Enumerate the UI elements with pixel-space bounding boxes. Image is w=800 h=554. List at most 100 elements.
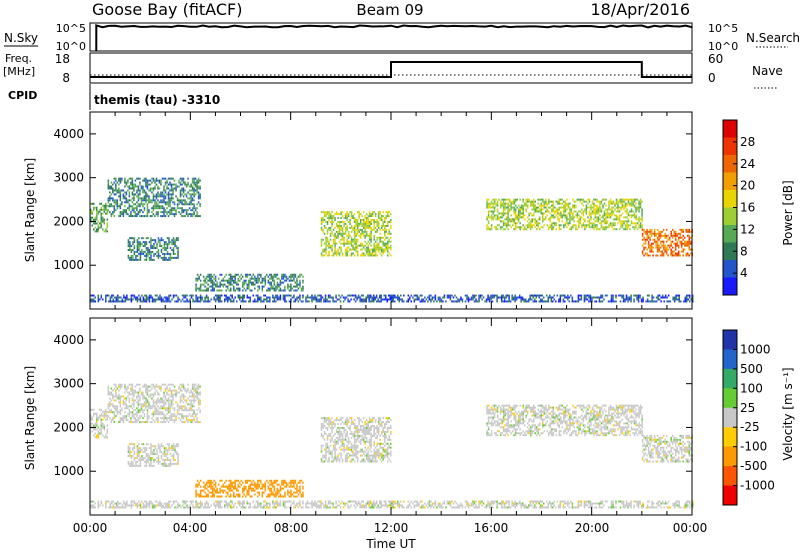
power-cell [199,187,201,190]
velocity-cell [175,401,177,404]
power-cell [300,300,303,303]
velocity-cell [99,408,101,411]
velocity-cell [199,403,201,406]
power-cell [389,248,392,251]
power-cell [615,214,618,217]
power-cell [335,252,338,255]
velocity-cell [143,405,146,408]
power-cell [146,195,149,198]
power-cell [358,228,360,231]
power-cell [166,213,168,216]
power-cell [504,224,506,227]
power-cell [145,197,147,200]
power-cell [341,211,344,214]
power-cell [91,294,94,297]
power-cell [175,213,177,216]
power-cell [564,200,567,203]
power-cell [572,198,574,201]
power-cell [603,202,606,205]
power-cell [257,281,259,284]
power-cell [151,296,154,299]
power-cell [302,287,304,290]
power-cell [175,256,178,259]
power-cell [621,296,623,299]
power-cell [502,224,505,227]
velocity-cell [148,407,150,410]
power-cell [345,296,348,299]
power-cell [344,296,346,299]
power-cell [320,221,323,223]
power-cell [448,296,450,299]
power-cell [143,189,146,192]
power-cell [139,296,142,299]
power-cell [196,183,198,186]
power-cell [370,234,372,237]
power-cell [270,273,273,276]
power-cell [639,200,642,203]
power-cell [644,246,647,249]
power-cell [328,250,330,253]
power-cell [532,218,535,221]
power-cell [153,243,155,246]
power-cell [153,247,155,250]
power-cell [225,289,227,292]
power-cell [365,250,368,253]
power-cell [157,237,160,240]
power-cell [370,248,372,251]
velocity-cell [139,449,142,452]
power-cell [633,300,635,303]
velocity-cell [113,399,116,402]
power-cell [558,220,561,223]
power-cell [356,254,359,257]
power-cell [368,234,371,237]
power-cell [276,298,279,301]
power-cell [361,248,363,251]
power-cell [133,296,136,299]
velocity-cell [194,413,197,416]
power-cell [353,232,356,235]
power-cell [593,206,595,209]
power-cell [380,254,383,257]
power-cell [608,208,610,211]
velocity-cell [151,413,153,416]
power-cell [486,216,488,219]
power-cell [187,209,189,212]
power-cell [107,179,110,182]
velocity-cell [107,403,110,406]
velocity-cell [181,389,183,392]
power-cell [630,204,633,207]
velocity-cell [166,391,168,394]
power-cell [504,218,506,221]
power-cell [314,298,316,301]
power-cell [147,247,149,250]
power-cell [367,246,369,249]
power-cell [302,275,304,278]
power-cell [377,226,380,229]
power-cell [152,179,155,182]
power-cell [371,300,373,303]
power-cell [128,199,131,202]
power-cell [648,300,650,303]
power-cell [530,298,533,301]
power-cell [165,252,167,255]
velocity-cell [139,395,141,398]
velocity-cell [137,395,140,398]
velocity-cell [147,453,149,456]
power-cell [661,230,663,233]
velocity-cell [172,399,174,402]
power-cell [210,279,212,282]
power-cell [609,222,612,225]
power-cell [603,228,606,231]
velocity-cell [136,411,138,414]
power-cell [633,294,635,297]
power-cell [142,296,145,299]
power-cell [225,285,227,288]
velocity-cell [128,415,131,418]
power-cell [149,189,152,192]
velocity-cell [110,409,113,412]
power-cell [182,187,185,190]
velocity-cell [199,409,201,412]
power-cell [320,219,323,222]
power-cell [164,201,167,204]
velocity-cell [134,389,137,392]
